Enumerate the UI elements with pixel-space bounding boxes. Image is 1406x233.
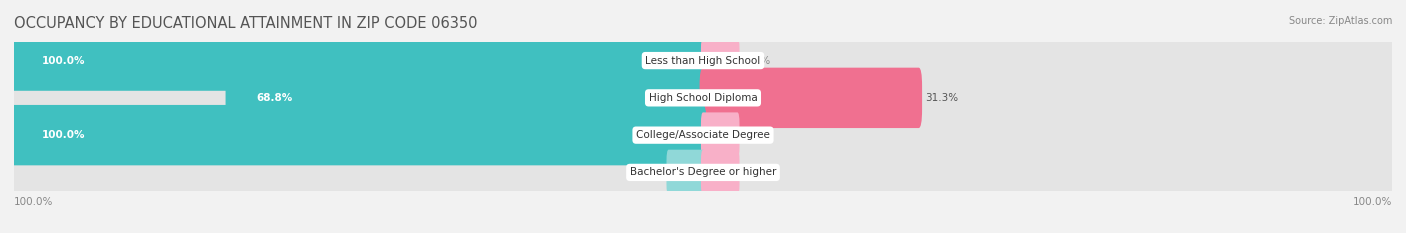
FancyBboxPatch shape [702,150,740,195]
FancyBboxPatch shape [225,68,706,128]
Text: 0.0%: 0.0% [744,168,770,177]
FancyBboxPatch shape [11,105,706,165]
FancyBboxPatch shape [8,56,1398,139]
Text: 100.0%: 100.0% [1353,197,1392,207]
Text: 100.0%: 100.0% [42,130,86,140]
Text: OCCUPANCY BY EDUCATIONAL ATTAINMENT IN ZIP CODE 06350: OCCUPANCY BY EDUCATIONAL ATTAINMENT IN Z… [14,16,478,31]
FancyBboxPatch shape [702,112,740,158]
FancyBboxPatch shape [8,131,1398,214]
Text: 31.3%: 31.3% [925,93,959,103]
FancyBboxPatch shape [8,19,1398,102]
Text: 68.8%: 68.8% [256,93,292,103]
Text: College/Associate Degree: College/Associate Degree [636,130,770,140]
Text: Source: ZipAtlas.com: Source: ZipAtlas.com [1288,16,1392,26]
Text: 0.0%: 0.0% [744,56,770,65]
FancyBboxPatch shape [8,94,1398,177]
Text: Less than High School: Less than High School [645,56,761,65]
FancyBboxPatch shape [11,30,706,91]
Text: 100.0%: 100.0% [42,56,86,65]
Text: High School Diploma: High School Diploma [648,93,758,103]
Text: 0.0%: 0.0% [744,130,770,140]
FancyBboxPatch shape [666,150,704,195]
Text: Bachelor's Degree or higher: Bachelor's Degree or higher [630,168,776,177]
Text: 0.0%: 0.0% [636,168,662,177]
Text: 100.0%: 100.0% [14,197,53,207]
FancyBboxPatch shape [702,38,740,83]
FancyBboxPatch shape [700,68,922,128]
